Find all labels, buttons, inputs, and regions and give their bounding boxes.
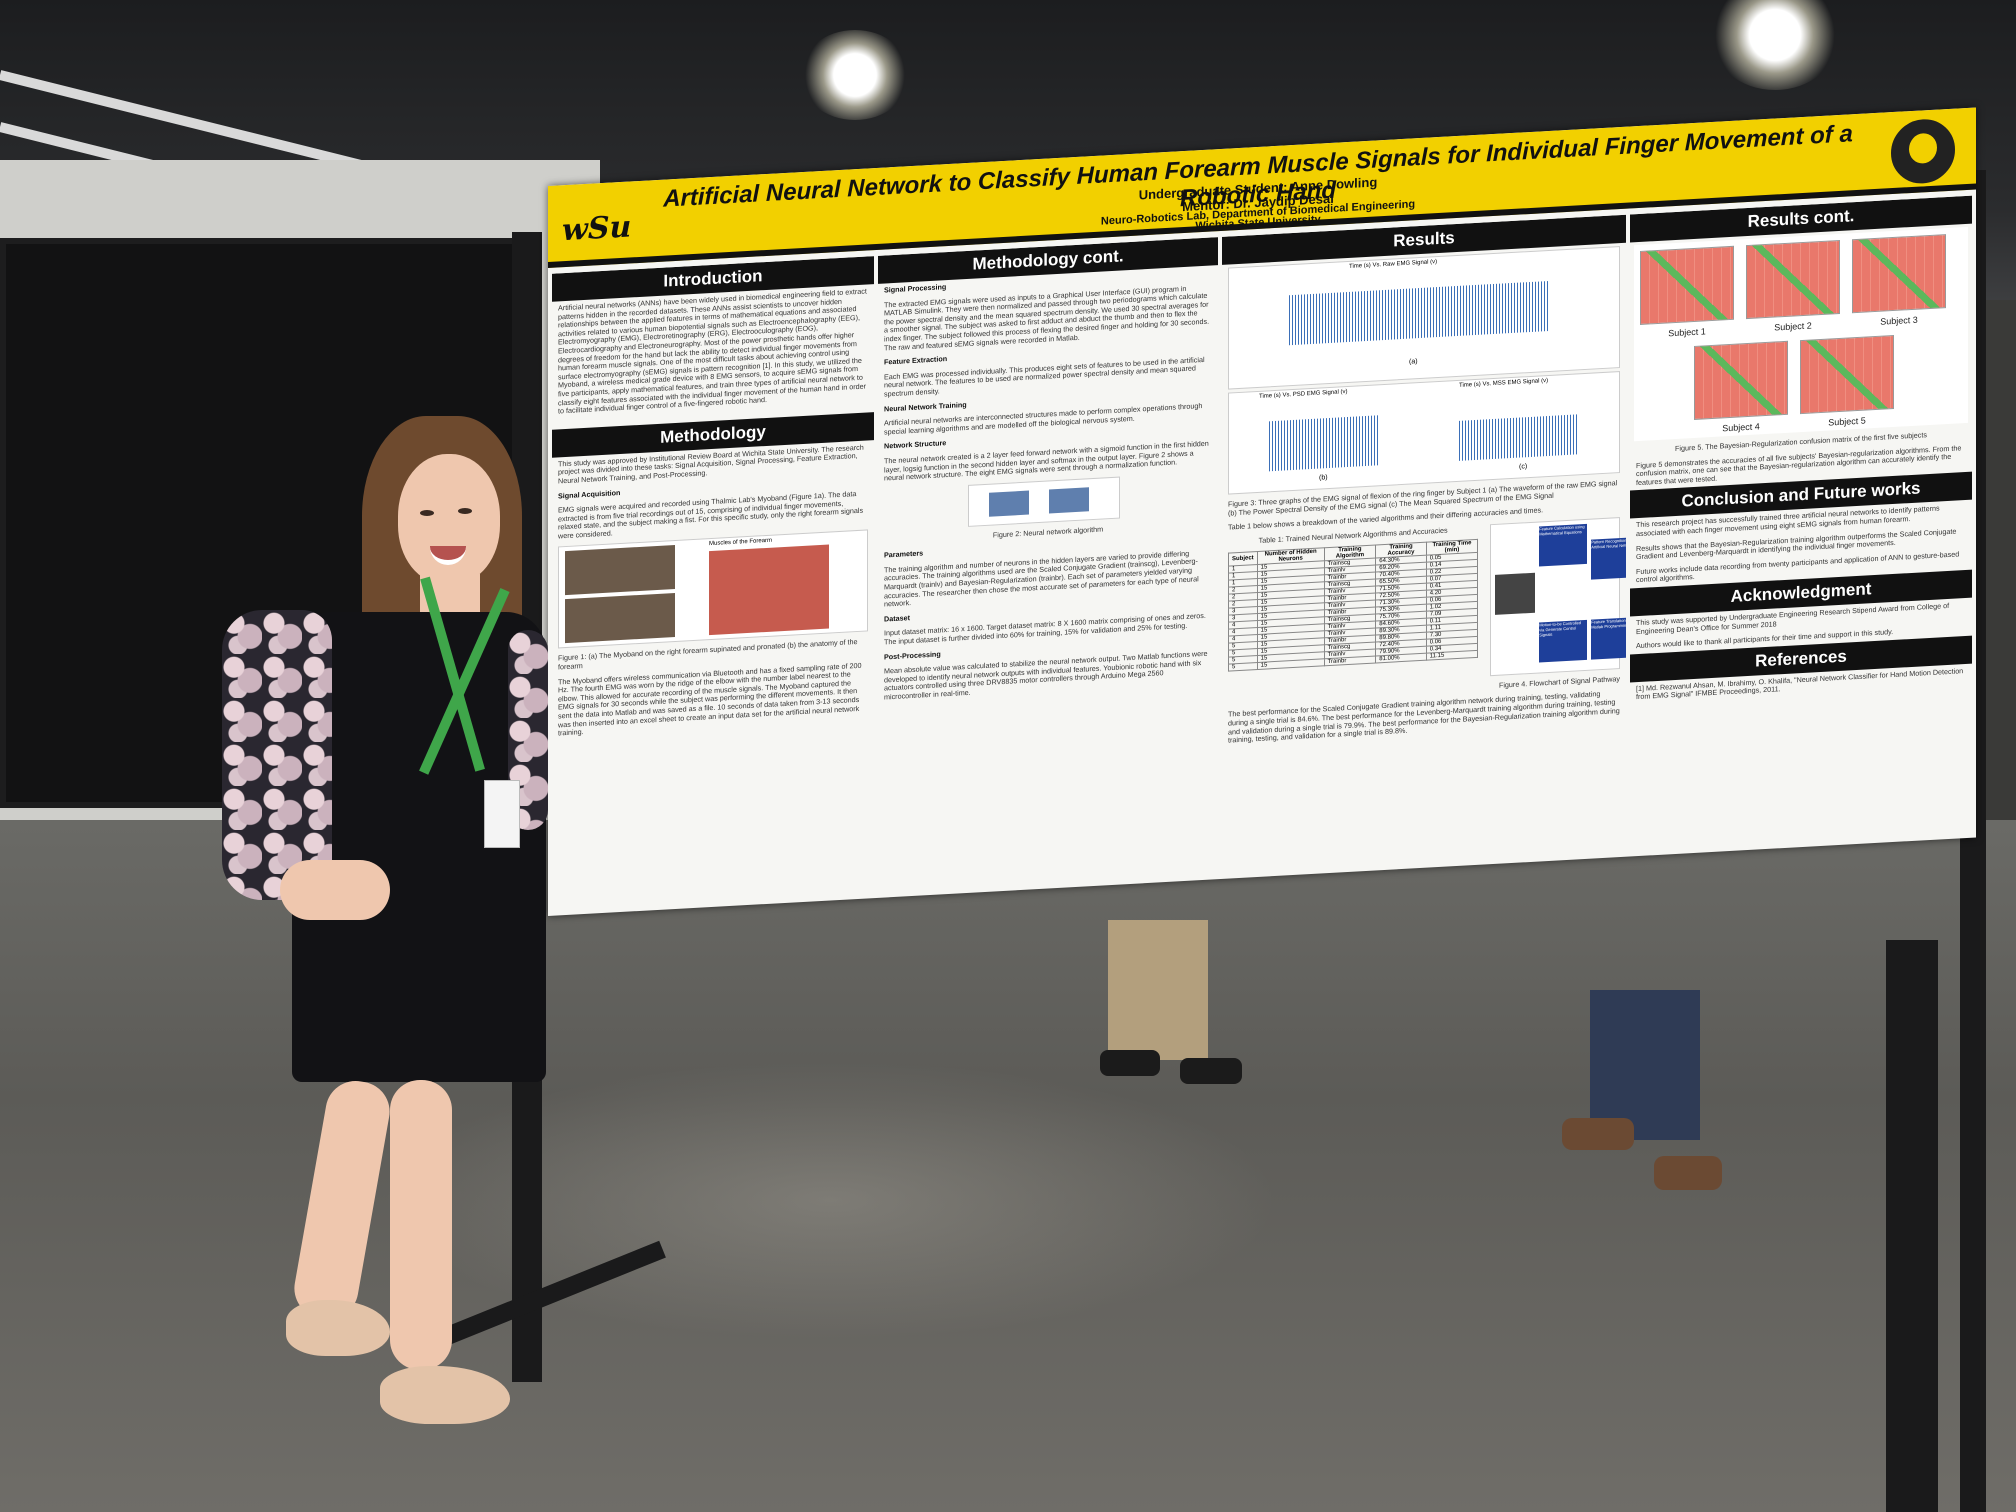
column-introduction: Introduction Artificial neural networks … xyxy=(552,256,874,914)
flow-box: Motion-to-be Controlled via Generate Con… xyxy=(1539,619,1588,663)
raw-emg-plot xyxy=(1289,280,1549,346)
results-table: Subject Number of Hidden Neurons Training … xyxy=(1228,539,1478,672)
background-person-shoe xyxy=(1180,1058,1242,1084)
subject-label: Subject 5 xyxy=(1828,415,1866,428)
dataset-heading: Dataset xyxy=(884,612,910,624)
frame-post-left xyxy=(512,232,542,1382)
stanchion-post xyxy=(1886,940,1938,1512)
flow-box: Feature Calculation using Mathematical E… xyxy=(1539,523,1588,567)
confusion-matrix-grid: Subject 1 Subject 2 Subject 3 Subject 4 Sub… xyxy=(1634,226,1968,442)
flow-box: Pattern Recognition using Artificial Neu… xyxy=(1591,536,1626,580)
figure-3a-title: Time (s) Vs. Raw EMG Signal (v) xyxy=(1349,259,1438,270)
myoband-photo xyxy=(565,593,675,644)
mss-emg-plot xyxy=(1459,414,1579,461)
confusion-matrix xyxy=(1640,245,1734,325)
network-diagram-layer xyxy=(1049,486,1089,514)
confusion-matrix xyxy=(1746,239,1840,320)
column-results-cont: Results cont. Subject 1 Subject 2 Subject … xyxy=(1630,195,1972,855)
ceiling-light xyxy=(1710,0,1840,90)
university-logo: wSu xyxy=(562,209,632,249)
mascot-logo xyxy=(1888,114,1958,189)
figure-3b-label: (b) xyxy=(1319,474,1328,482)
post-processing-heading: Post-Processing xyxy=(884,649,941,662)
column-results: Results Time (s) Vs. Raw EMG Signal (v) … xyxy=(1222,214,1626,877)
black-display-board xyxy=(0,238,525,808)
parameters-heading: Parameters xyxy=(884,548,924,560)
background-person-jeans xyxy=(1590,990,1700,1140)
figure-3a: Time (s) Vs. Raw EMG Signal (v) (a) xyxy=(1228,246,1620,390)
network-diagram-layer xyxy=(989,490,1029,517)
figure-3b-title: Time (s) Vs. PSD EMG Signal (v) xyxy=(1259,389,1348,400)
intro-text: Artificial neural networks (ANNs) have b… xyxy=(558,286,867,416)
background-person-shoe xyxy=(1562,1118,1634,1150)
background-person-shoe xyxy=(1100,1050,1160,1076)
feature-extraction-heading: Feature Extraction xyxy=(884,354,948,367)
forearm-anatomy-image xyxy=(709,545,829,636)
figure-3a-label: (a) xyxy=(1409,358,1418,366)
psd-emg-plot xyxy=(1269,415,1379,472)
figure-3c-label: (c) xyxy=(1519,463,1528,471)
confusion-matrix xyxy=(1852,234,1946,314)
signal-processing-heading: Signal Processing xyxy=(884,282,947,295)
background-person-legs xyxy=(1108,920,1208,1060)
figure-4: Feature Calculation using Mathematical E… xyxy=(1490,516,1626,676)
robotic-hand-image xyxy=(1495,572,1536,615)
confusion-matrix xyxy=(1694,340,1788,420)
figure-3bc: Time (s) Vs. PSD EMG Signal (v) (b) Time… xyxy=(1228,371,1620,495)
figure-2 xyxy=(968,476,1120,527)
signal-acquisition-heading: Signal Acquisition xyxy=(558,487,621,500)
column-methodology-cont: Methodology cont. Signal Processing The … xyxy=(878,237,1218,896)
subject-label: Subject 3 xyxy=(1880,314,1918,327)
background-person-shoe xyxy=(1654,1156,1722,1190)
network-structure-heading: Network Structure xyxy=(884,438,947,451)
confusion-matrix xyxy=(1800,334,1894,415)
subject-label: Subject 4 xyxy=(1722,421,1760,434)
nn-training-heading: Neural Network Training xyxy=(884,399,967,414)
figure-1: Muscles of the Forearm xyxy=(558,529,868,649)
research-poster: wSu Artificial Neural Network to Classif… xyxy=(548,107,1976,916)
forearm-anatomy-title: Muscles of the Forearm xyxy=(709,538,773,548)
table-cell: 5 xyxy=(1228,662,1258,672)
flow-box: Feature Translation using Matlab Program… xyxy=(1591,616,1626,660)
ceiling-light xyxy=(800,30,910,120)
figure-3c-title: Time (s) Vs. MSS EMG Signal (v) xyxy=(1459,377,1549,389)
myoband-photo xyxy=(565,545,675,596)
